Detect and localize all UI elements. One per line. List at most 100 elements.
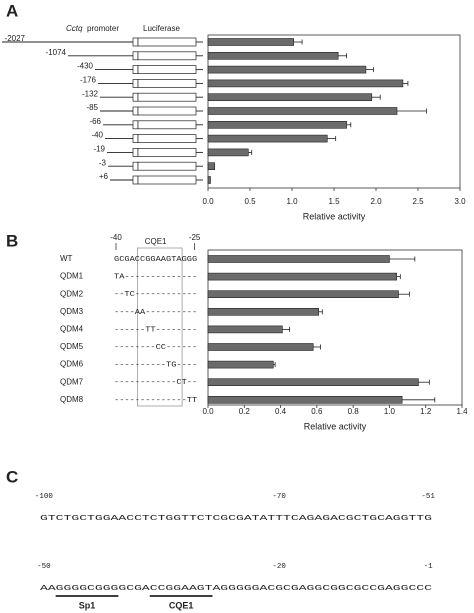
gene-label: Cctq: [66, 24, 83, 33]
promoter-box: [132, 175, 139, 185]
promoter-box: [132, 106, 139, 116]
error-bar: [273, 362, 276, 368]
bar: [207, 290, 399, 299]
x-axis-title: Relative activity: [303, 211, 366, 221]
x-tick-label: 2.0: [370, 197, 382, 206]
mutant-label: QDM5: [60, 342, 84, 351]
bar: [207, 121, 347, 129]
luciferase-box: [137, 161, 197, 171]
promoter-box: [132, 161, 139, 171]
bar: [207, 93, 373, 101]
mutant-label: QDM1: [60, 272, 84, 281]
error-bar: [248, 149, 253, 155]
x-tick-label: 0.8: [348, 407, 360, 416]
x-tick-label: 0.4: [275, 407, 287, 416]
promoter-box: [132, 134, 139, 143]
bar: [207, 272, 397, 281]
mutant-sequence: --TC------------: [114, 291, 197, 299]
mutant-label: WT: [60, 254, 73, 263]
error-bar: [418, 379, 430, 385]
position-label: -70: [272, 493, 286, 501]
luciferase-box: [137, 148, 197, 157]
error-bar: [398, 291, 410, 297]
position-label: -51: [421, 493, 435, 501]
mutant-sequence: GCGACCGGAAGTAGGG: [114, 256, 198, 264]
luciferase-box: [137, 106, 197, 116]
x-tick-label: 0.6: [311, 407, 323, 416]
motif-label: Sp1: [79, 600, 96, 610]
bar: [207, 134, 328, 143]
luciferase-box: [137, 92, 197, 102]
construct-label: -19: [93, 145, 105, 154]
construct-label: -2027: [5, 34, 26, 43]
x-tick-label: 1.0: [286, 197, 298, 206]
error-bar: [371, 94, 381, 100]
construct-label: -66: [89, 117, 101, 126]
mutant-sequence: ------TT--------: [114, 326, 197, 334]
construct-label: -132: [82, 89, 99, 98]
luciferase-box: [137, 79, 197, 88]
position-label: -1: [424, 563, 434, 571]
motif-label: CQE1: [169, 600, 194, 610]
position-label: -25: [189, 233, 201, 242]
reporter-label: Luciferase: [143, 24, 180, 33]
promoter-box: [132, 37, 139, 47]
promoter-box: [132, 65, 139, 74]
construct-label: -85: [86, 103, 98, 112]
x-tick-label: 1.5: [328, 197, 340, 206]
x-tick-label: 1.4: [456, 407, 468, 416]
luciferase-box: [137, 175, 197, 185]
mutant-sequence: ----------TG----: [114, 362, 197, 370]
construct-label: +6: [99, 172, 109, 181]
bar: [207, 65, 367, 74]
luciferase-box: [137, 37, 197, 47]
mutant-label: QDM8: [60, 395, 84, 404]
x-tick-label: 0.5: [244, 197, 256, 206]
error-bar: [365, 67, 374, 73]
dna-sequence: AAGGGGCGGGGCGACCGGAAGTAGGGGGACGCGAGGCGGC…: [40, 585, 433, 593]
mutant-sequence: --------------TT: [114, 397, 198, 405]
construct-label: -430: [77, 62, 94, 71]
mutant-sequence: ------------CT--: [114, 379, 197, 387]
promoter-box: [132, 92, 139, 102]
construct-label: -1074: [46, 48, 67, 57]
luciferase-box: [137, 65, 197, 74]
promoter-box: [132, 120, 139, 130]
position-label: -100: [35, 493, 54, 501]
promoter-box: [132, 51, 139, 61]
bar: [207, 51, 339, 60]
bar: [207, 79, 404, 88]
error-bar: [346, 122, 352, 128]
mutant-label: QDM2: [60, 289, 84, 298]
x-tick-label: 2.5: [412, 197, 424, 206]
mutant-label: QDM6: [60, 360, 84, 369]
position-label: -50: [37, 563, 51, 571]
bar: [207, 162, 216, 170]
luciferase-box: [137, 120, 197, 130]
x-tick-label: 1.0: [384, 407, 396, 416]
mutant-sequence: --------CC------: [114, 344, 197, 352]
error-bar: [402, 80, 409, 86]
position-label: -20: [272, 563, 286, 571]
bar: [207, 343, 314, 351]
mutant-sequence: ----AA----------: [114, 309, 197, 317]
dna-sequence: GTCTGCTGGAACCTCTGGTTCTCGCGATATTTCAGAGACG…: [40, 515, 433, 523]
x-tick-label: 0.0: [202, 407, 214, 416]
luciferase-box: [137, 134, 197, 143]
x-tick-label: 3.0: [454, 197, 466, 206]
element-label: CQE1: [145, 237, 167, 246]
error-bar: [282, 326, 291, 332]
error-bar: [338, 53, 348, 59]
bar: [207, 107, 398, 115]
bar: [207, 378, 419, 387]
bar: [207, 255, 390, 263]
construct-label: -176: [80, 76, 97, 85]
position-label: -40: [110, 233, 122, 242]
construct-label: -40: [91, 131, 103, 140]
mutant-sequence: TA--------------: [114, 274, 197, 282]
bar: [207, 395, 403, 404]
x-axis-title: Relative activity: [304, 421, 367, 431]
bar: [207, 360, 274, 369]
